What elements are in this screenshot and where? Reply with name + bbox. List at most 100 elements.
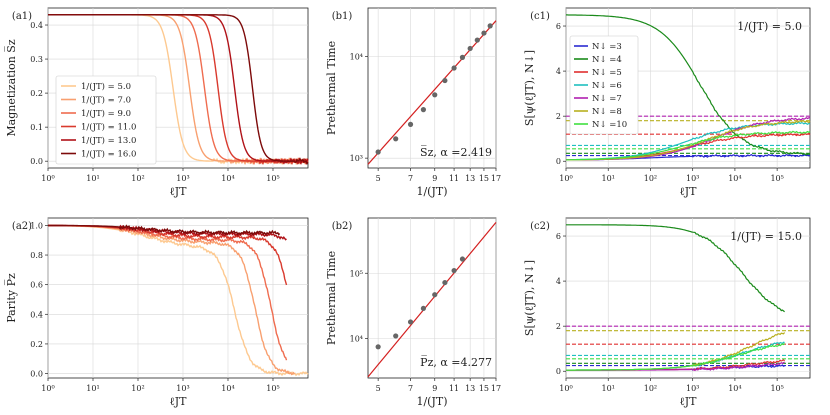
x-tick-label: 15 (479, 174, 489, 183)
x-tick-label: 17 (491, 174, 501, 183)
y-axis-label: Parity P̅z (4, 273, 18, 323)
x-axis-label: 1/(JT) (416, 395, 447, 408)
axes-frame (367, 7, 497, 169)
x-tick-label: 10⁵ (266, 384, 279, 393)
legend-label: N↓ =3 (592, 42, 622, 52)
x-tick-label: 10⁵ (770, 174, 783, 183)
panel-title: 1/(JT) = 15.0 (730, 230, 802, 243)
y-tick-label: 0.3 (30, 55, 43, 64)
legend-label: 1/(JT) = 9.0 (81, 108, 131, 119)
legend-box (55, 75, 157, 165)
panel-c2: (c2) 10⁰ 10¹ 10² 10³ 10⁴ 10⁵ 0 2 4 6 ℓJT S[ψ(ℓJT), N… (523, 217, 811, 408)
x-tick-label: 7 (408, 384, 413, 393)
data-point (451, 267, 457, 274)
series-line (566, 359, 786, 371)
series-line (566, 130, 811, 161)
x-tick-label: 10⁰ (559, 174, 572, 183)
y-axis-label: S[ψ(ℓJT), N↓] (523, 260, 536, 336)
y-tick-label: 0.4 (30, 21, 43, 30)
y-tick-label: 1.0 (30, 221, 43, 230)
legend-label: N↓ =4 (592, 55, 622, 65)
x-tick-label: 5 (376, 174, 381, 183)
legend-label: N↓ =6 (592, 81, 622, 91)
legend-box (569, 35, 639, 135)
fit-line (367, 221, 497, 378)
x-axis-label: ℓJT (679, 185, 697, 198)
panel-b2: (b2) 5 7 9 11 13 15 17 10⁴ 10⁵ P̅z, α =4.277 1/(JT)… (325, 217, 501, 408)
series-line (48, 14, 309, 165)
x-tick-label: 13 (465, 174, 475, 183)
y-tick-label: 10³ (350, 154, 363, 163)
x-tick-label: 10⁰ (41, 384, 54, 393)
x-tick-label: 10³ (176, 174, 189, 183)
data-point (375, 149, 381, 155)
data-point (420, 107, 427, 113)
y-tick-label: 0.2 (30, 89, 43, 98)
legend-label: N↓ =8 (592, 107, 622, 117)
x-axis-label: ℓJT (169, 395, 187, 408)
series-line (48, 224, 281, 236)
y-tick-label: 0 (556, 367, 561, 376)
x-tick-label: 10³ (686, 384, 699, 393)
panel-label: (b1) (332, 11, 353, 22)
series-line (47, 224, 296, 376)
y-tick-label: 0.0 (30, 157, 43, 166)
y-tick-label: 0.0 (30, 370, 43, 379)
y-tick-label: 4 (556, 67, 561, 76)
y-tick-label: 6 (556, 232, 561, 241)
series-line (566, 343, 786, 371)
series-line (566, 224, 785, 313)
legend-label: N↓ =7 (592, 94, 622, 104)
panel-label: (c2) (530, 221, 550, 232)
x-axis-label: ℓJT (679, 395, 697, 408)
x-tick-label: 10² (644, 384, 657, 393)
data-point (432, 92, 438, 98)
x-tick-label: 10¹ (602, 384, 615, 393)
y-tick-label: 0.1 (30, 123, 43, 132)
x-tick-label: 10⁴ (728, 174, 741, 183)
x-tick-label: 7 (408, 174, 413, 183)
x-tick-label: 10¹ (86, 174, 99, 183)
fit-line (367, 20, 497, 165)
x-tick-label: 10¹ (602, 174, 615, 183)
data-point (407, 319, 414, 325)
x-tick-label: 5 (376, 384, 381, 393)
legend-label: 1/(JT) = 7.0 (81, 95, 131, 106)
x-tick-label: 10² (131, 384, 144, 393)
y-tick-label: 10⁴ (350, 52, 363, 61)
data-point (487, 23, 493, 29)
data-point (451, 65, 457, 71)
y-axis-label: Magnetization S̅z (4, 39, 18, 136)
series-line (48, 224, 288, 361)
x-tick-label: 15 (479, 384, 489, 393)
x-tick-label: 13 (465, 384, 475, 393)
data-point (407, 121, 414, 127)
panel-a1: (a1) 10⁰ 10¹ 10² 10³ 10⁴ 10⁵ 0.0 0.1 0.2 0.3 0.4 ℓJT… (4, 7, 309, 198)
panel-label: (a2) (12, 221, 32, 232)
data-point (474, 37, 480, 43)
x-tick-label: 11 (449, 174, 459, 183)
y-tick-label: 2 (556, 112, 561, 121)
x-axis-label: 1/(JT) (416, 185, 447, 198)
fit-annotation: S̅z, α =2.419 (420, 145, 492, 159)
data-point (442, 279, 448, 286)
y-tick-label: 6 (556, 22, 561, 31)
fit-annotation: P̅z, α =4.277 (420, 355, 492, 369)
y-tick-label: 0.6 (30, 281, 43, 290)
panel-label: (b2) (332, 221, 353, 232)
y-axis-label: Prethermal Time (325, 251, 338, 345)
legend-label: 1/(JT) = 16.0 (81, 149, 136, 160)
x-tick-label: 10⁰ (41, 174, 54, 183)
data-point (393, 333, 399, 339)
y-axis-label: S[ψ(ℓJT), N↓] (523, 50, 536, 126)
data-point (375, 344, 381, 350)
panel-title: 1/(JT) = 5.0 (737, 20, 802, 33)
x-tick-label: 10² (131, 174, 144, 183)
series-line (566, 14, 811, 156)
x-tick-label: 10⁰ (559, 384, 572, 393)
x-tick-label: 10³ (176, 384, 189, 393)
x-tick-label: 10⁵ (266, 174, 279, 183)
x-tick-label: 10⁴ (728, 384, 741, 393)
x-tick-label: 10⁴ (221, 174, 234, 183)
